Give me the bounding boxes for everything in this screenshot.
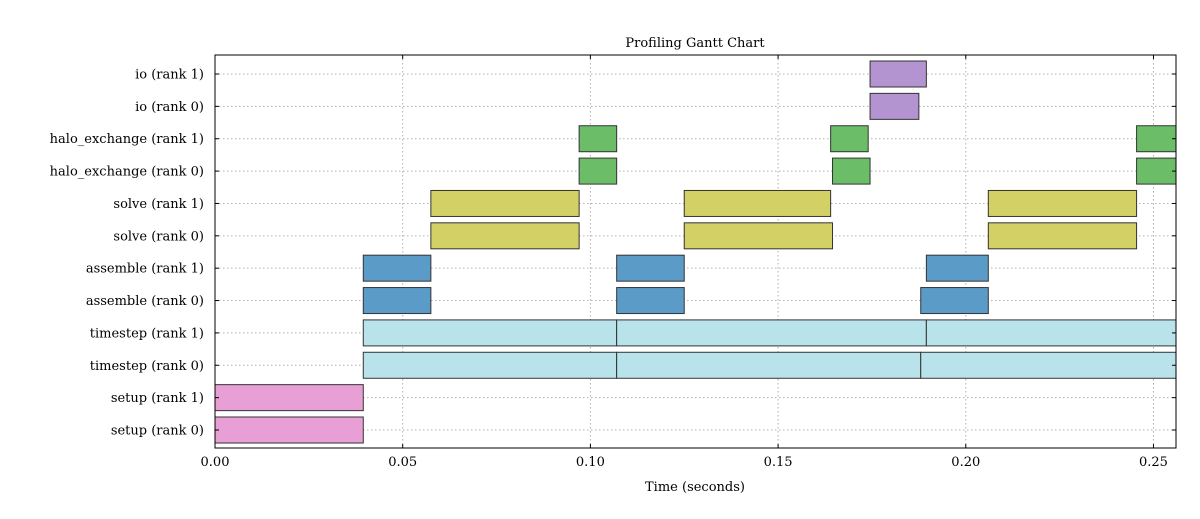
bar-solve: [683, 189, 832, 217]
bar-solve: [683, 222, 834, 250]
bar-halo_exchange: [1136, 125, 1177, 153]
y-tick-label: assemble (rank 1): [86, 262, 204, 277]
plot-frame: [214, 54, 1177, 449]
bar-setup: [214, 384, 364, 412]
y-axis: setup (rank 0) setup (rank 1) timestep (ra…: [50, 68, 1176, 439]
bar-timestep: [616, 319, 927, 347]
grid: [214, 55, 1176, 448]
bar-solve: [987, 222, 1138, 250]
bar-timestep: [616, 351, 922, 379]
bar-assemble: [925, 254, 989, 282]
y-tick-label: io (rank 0): [135, 100, 204, 115]
bar-assemble: [362, 254, 432, 282]
bar-solve: [430, 189, 580, 217]
bar-assemble: [362, 287, 432, 315]
y-tick-label: setup (rank 0): [111, 424, 204, 439]
x-tick-label: 0.05: [388, 455, 417, 470]
bar-halo_exchange: [830, 125, 869, 153]
bar-timestep: [920, 351, 1177, 379]
bar-halo_exchange: [832, 157, 871, 185]
bar-halo_exchange: [578, 157, 618, 185]
x-tick-label: 0.25: [1139, 455, 1168, 470]
bar-assemble: [920, 287, 989, 315]
y-tick-label: setup (rank 1): [111, 391, 204, 406]
y-tick-label: io (rank 1): [135, 68, 204, 83]
x-tick-label: 0.15: [764, 455, 793, 470]
y-tick-label: assemble (rank 0): [86, 294, 204, 309]
bar-halo_exchange: [1136, 157, 1177, 185]
y-tick-label: solve (rank 1): [113, 197, 204, 212]
bar-timestep: [362, 319, 618, 347]
bar-solve: [430, 222, 580, 250]
x-tick-label: 0.10: [576, 455, 605, 470]
chart-title: Profiling Gantt Chart: [625, 36, 765, 51]
y-tick-label: halo_exchange (rank 0): [50, 165, 204, 180]
bar-io: [869, 60, 927, 88]
x-tick-label: 0.20: [951, 455, 980, 470]
bar-assemble: [616, 287, 685, 315]
y-tick-label: timestep (rank 0): [90, 359, 204, 374]
x-axis: 0.00 0.05 0.10 0.15 0.20 0.25: [201, 55, 1168, 470]
bar-halo_exchange: [578, 125, 618, 153]
y-tick-label: timestep (rank 1): [90, 326, 204, 341]
bar-solve: [987, 189, 1138, 217]
bar-assemble: [616, 254, 685, 282]
y-tick-label: solve (rank 0): [113, 229, 204, 244]
bars: [214, 60, 1177, 444]
bar-timestep: [925, 319, 1177, 347]
x-axis-label: Time (seconds): [645, 480, 745, 495]
y-tick-label: halo_exchange (rank 1): [50, 132, 204, 147]
bar-io: [869, 92, 920, 120]
x-tick-label: 0.00: [201, 455, 230, 470]
bar-setup: [214, 416, 364, 444]
bar-timestep: [362, 351, 618, 379]
